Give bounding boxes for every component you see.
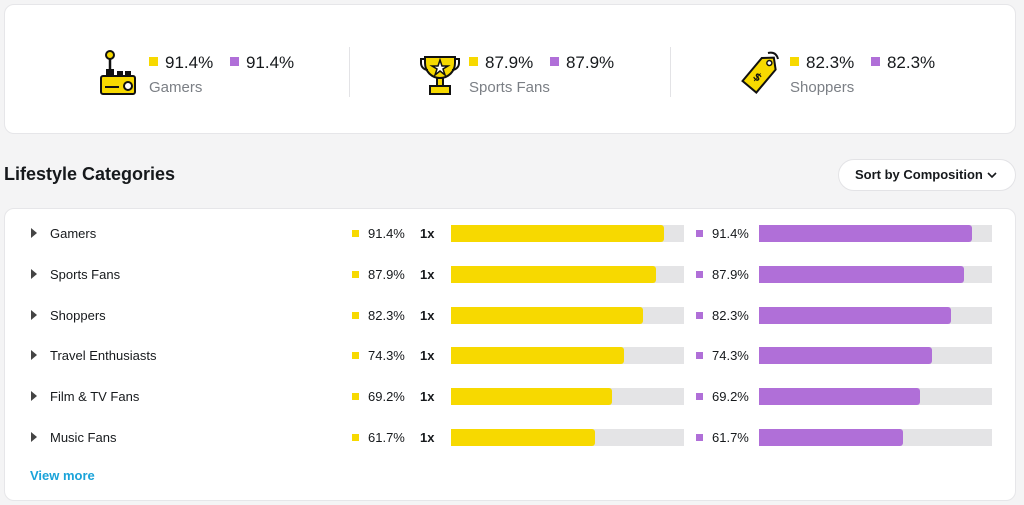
secondary-percent: 87.9% <box>712 267 749 282</box>
secondary-swatch <box>696 352 703 359</box>
caret-right-icon[interactable] <box>30 310 38 320</box>
secondary-value: 87.9% <box>565 53 615 72</box>
primary-bar <box>451 266 656 283</box>
view-more-link[interactable]: View more <box>30 468 95 483</box>
secondary-bar <box>759 225 972 242</box>
summary-label: Shoppers <box>790 79 855 96</box>
caret-right-icon[interactable] <box>30 269 38 279</box>
category-row[interactable]: Music Fans 61.7% 1x 61.7% <box>5 418 1015 458</box>
index-multiplier: 1x <box>420 226 435 241</box>
index-multiplier: 1x <box>420 308 435 323</box>
caret-right-icon[interactable] <box>30 350 38 360</box>
category-name[interactable]: Gamers <box>50 226 97 241</box>
index-multiplier: 1x <box>420 267 435 282</box>
secondary-bar <box>759 347 933 364</box>
secondary-bar-track <box>759 266 992 283</box>
primary-swatch <box>352 230 359 237</box>
index-multiplier: 1x <box>420 430 435 445</box>
primary-legend-swatch <box>149 57 158 66</box>
category-row[interactable]: Gamers 91.4% 1x 91.4% <box>5 214 1015 254</box>
primary-bar <box>451 429 595 446</box>
secondary-bar <box>759 266 964 283</box>
secondary-swatch <box>696 230 703 237</box>
primary-bar <box>451 347 625 364</box>
category-row[interactable]: Travel Enthusiasts 74.3% 1x 74.3% <box>5 336 1015 376</box>
secondary-value: 91.4% <box>245 53 295 72</box>
secondary-percent: 91.4% <box>712 226 749 241</box>
secondary-bar <box>759 429 903 446</box>
secondary-bar-track <box>759 429 992 446</box>
primary-bar <box>451 307 643 324</box>
secondary-swatch <box>696 312 703 319</box>
category-row[interactable]: Film & TV Fans 69.2% 1x 69.2% <box>5 377 1015 417</box>
secondary-bar-track <box>759 225 992 242</box>
category-name[interactable]: Music Fans <box>50 430 117 445</box>
category-row[interactable]: Shoppers 82.3% 1x 82.3% <box>5 296 1015 336</box>
sort-dropdown[interactable]: Sort by Composition <box>838 159 1016 191</box>
primary-swatch <box>352 312 359 319</box>
primary-bar <box>451 225 664 242</box>
primary-swatch <box>352 434 359 441</box>
divider <box>349 47 350 97</box>
primary-swatch <box>352 393 359 400</box>
secondary-bar <box>759 388 921 405</box>
sort-label: Sort by Composition <box>855 167 983 182</box>
caret-right-icon[interactable] <box>30 228 38 238</box>
summary-label: Sports Fans <box>469 79 550 96</box>
divider <box>670 47 671 97</box>
primary-value: 82.3% <box>806 53 855 72</box>
primary-legend-swatch <box>790 57 799 66</box>
price-tag-icon: $ <box>741 51 779 94</box>
secondary-percent: 69.2% <box>712 389 749 404</box>
caret-right-icon[interactable] <box>30 432 38 442</box>
primary-swatch <box>352 352 359 359</box>
secondary-swatch <box>696 271 703 278</box>
summary-label: Gamers <box>149 79 203 96</box>
category-name[interactable]: Travel Enthusiasts <box>50 348 157 363</box>
primary-percent: 87.9% <box>368 267 405 282</box>
secondary-swatch <box>696 393 703 400</box>
summary-card: 91.4% 91.4% Gamers 87.9% 87.9% Sports Fa… <box>4 4 1016 134</box>
primary-bar-track <box>451 225 684 242</box>
secondary-bar-track <box>759 307 992 324</box>
primary-value: 91.4% <box>165 53 214 72</box>
secondary-bar-track <box>759 347 992 364</box>
primary-percent: 61.7% <box>368 430 405 445</box>
primary-percent: 82.3% <box>368 308 405 323</box>
category-row[interactable]: Sports Fans 87.9% 1x 87.9% <box>5 255 1015 295</box>
section-title: Lifestyle Categories <box>4 164 176 184</box>
secondary-swatch <box>696 434 703 441</box>
primary-legend-swatch <box>469 57 478 66</box>
secondary-legend-swatch <box>229 57 239 66</box>
category-name[interactable]: Shoppers <box>50 308 106 323</box>
primary-bar <box>451 388 613 405</box>
category-list: View more Gamers 91.4% 1x 91.4% Sports Fans 8… <box>4 208 1016 501</box>
category-name[interactable]: Film & TV Fans <box>50 389 140 404</box>
caret-right-icon[interactable] <box>30 391 38 401</box>
chevron-down-icon <box>987 172 997 179</box>
secondary-value: 82.3% <box>886 53 936 72</box>
secondary-percent: 82.3% <box>712 308 749 323</box>
secondary-legend-swatch <box>870 57 880 66</box>
primary-bar-track <box>451 266 684 283</box>
primary-percent: 69.2% <box>368 389 405 404</box>
joystick-icon <box>100 50 136 95</box>
primary-swatch <box>352 271 359 278</box>
secondary-percent: 74.3% <box>712 348 749 363</box>
primary-bar-track <box>451 307 684 324</box>
secondary-bar <box>759 307 951 324</box>
index-multiplier: 1x <box>420 348 435 363</box>
trophy-icon <box>420 56 460 95</box>
primary-bar-track <box>451 429 684 446</box>
primary-bar-track <box>451 347 684 364</box>
category-name[interactable]: Sports Fans <box>50 267 121 282</box>
primary-value: 87.9% <box>485 53 534 72</box>
primary-bar-track <box>451 388 684 405</box>
secondary-bar-track <box>759 388 992 405</box>
primary-percent: 91.4% <box>368 226 405 241</box>
index-multiplier: 1x <box>420 389 435 404</box>
primary-percent: 74.3% <box>368 348 405 363</box>
secondary-legend-swatch <box>549 57 559 66</box>
secondary-percent: 61.7% <box>712 430 749 445</box>
